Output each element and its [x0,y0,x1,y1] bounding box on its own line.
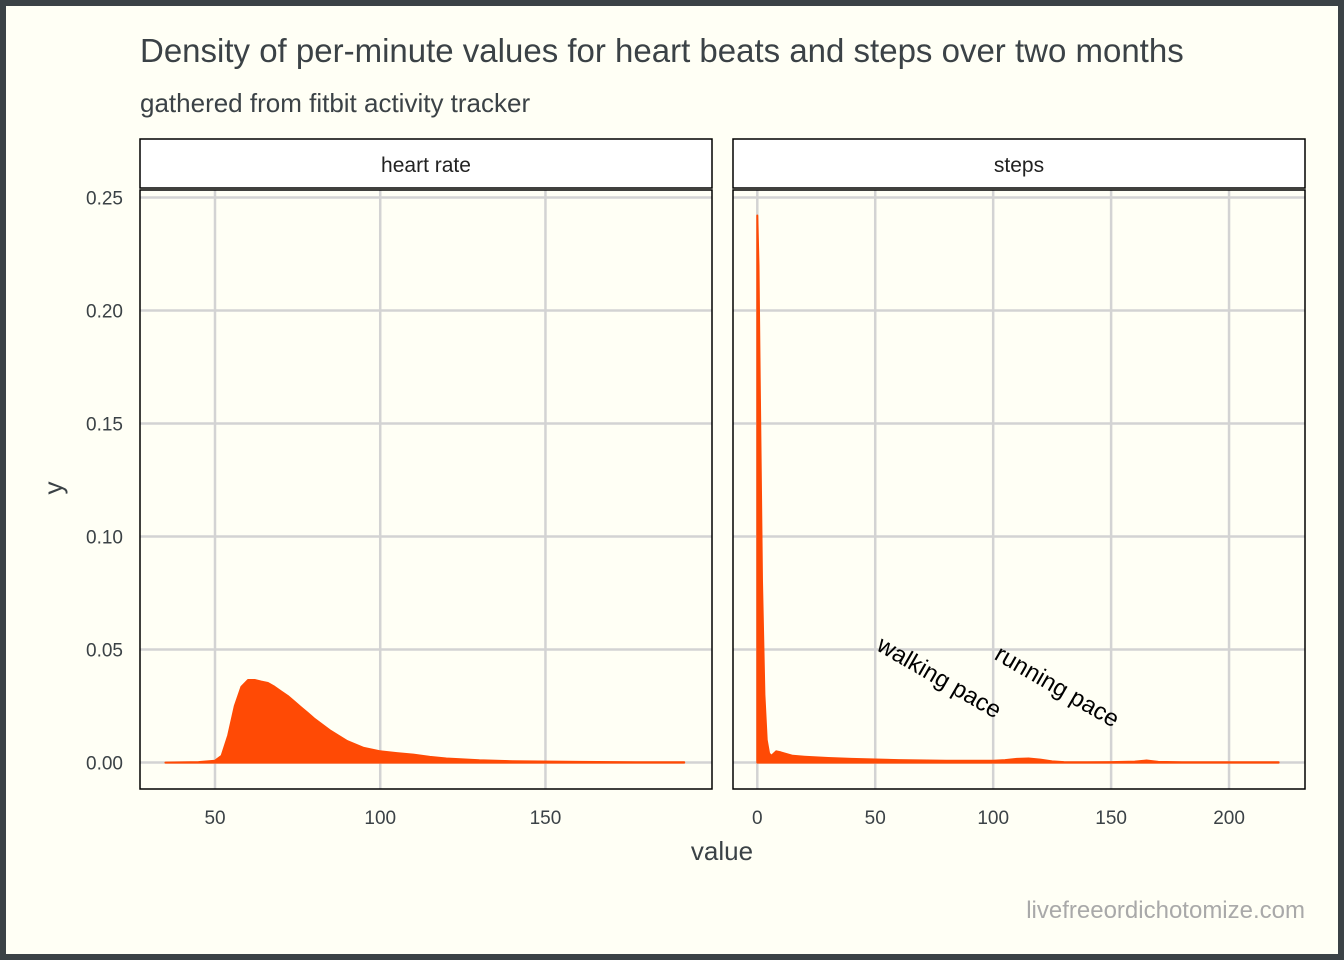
facet-strip-label: heart rate [381,154,471,177]
x-tick-label: 100 [364,808,396,829]
panel-background [140,190,712,789]
y-axis-title: y [38,482,68,495]
chart-caption: livefreeordichotomize.com [1026,897,1305,924]
y-tick-label: 0.10 [86,528,123,549]
y-tick-label: 0.20 [86,301,123,322]
x-tick-label: 50 [204,808,225,829]
y-tick-label: 0.05 [86,641,123,662]
panel-background [733,190,1305,789]
y-tick-label: 0.00 [86,754,123,775]
y-tick-label: 0.15 [86,414,123,435]
x-tick-label: 200 [1213,808,1245,829]
x-tick-label: 50 [865,808,886,829]
x-tick-label: 150 [1095,808,1127,829]
x-tick-label: 100 [977,808,1009,829]
panel-border [139,189,713,790]
x-tick-label: 150 [530,808,562,829]
density-area [756,214,1280,764]
chart-subtitle: gathered from fitbit activity tracker [140,88,530,118]
y-tick-label: 0.25 [86,188,123,209]
x-axis-title: value [691,836,753,866]
panel-border [732,189,1306,790]
panel-0: heart rate 50 100 150 [139,138,713,829]
facet-strip [732,138,1306,189]
x-tick-label: 0 [752,808,763,829]
density-area [164,679,686,764]
facet-strip-label: steps [994,154,1044,177]
chart-title: Density of per-minute values for heart b… [140,32,1184,69]
facet-strip [139,138,713,189]
